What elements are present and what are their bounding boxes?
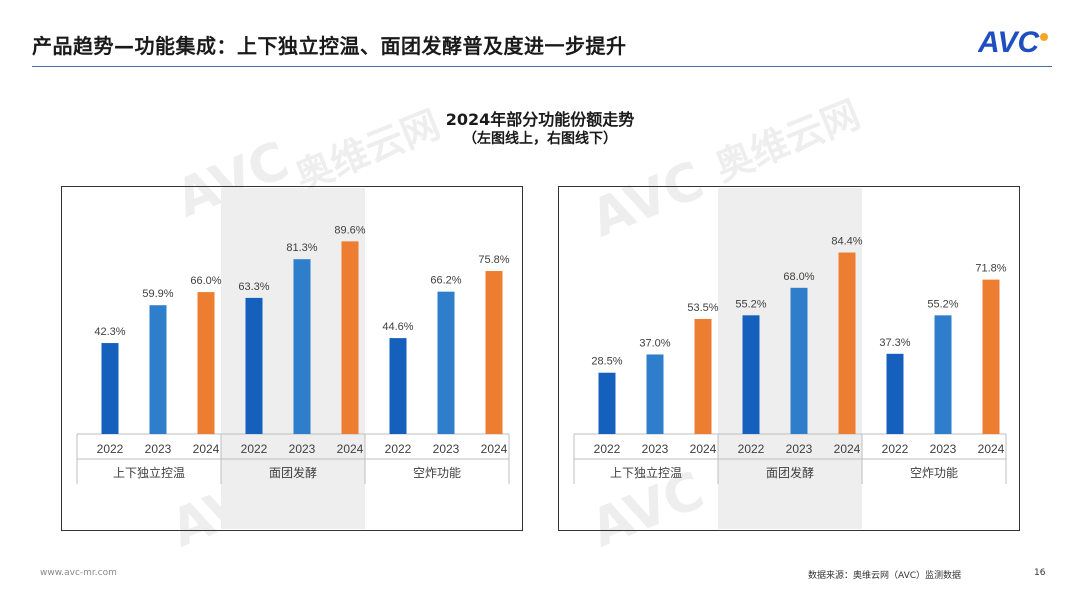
data-label: 37.3% bbox=[879, 337, 910, 349]
x-tick-label: 2022 bbox=[594, 442, 621, 456]
logo-dot bbox=[1040, 33, 1048, 41]
data-label: 55.2% bbox=[927, 298, 958, 310]
data-label: 89.6% bbox=[334, 224, 365, 236]
chart-panel-online: 42.3% 2022 59.9% 2023 66.0% 2024 上下独立控温 63.3% 20… bbox=[61, 186, 523, 531]
x-tick-label: 2023 bbox=[642, 442, 669, 456]
bar bbox=[245, 297, 263, 434]
data-label: 68.0% bbox=[783, 271, 814, 283]
x-tick-label: 2023 bbox=[930, 442, 957, 456]
bar bbox=[886, 353, 904, 434]
x-tick-label: 2024 bbox=[834, 442, 861, 456]
x-tick-label: 2023 bbox=[145, 442, 172, 456]
bar bbox=[101, 343, 119, 434]
x-tick-label: 2022 bbox=[97, 442, 124, 456]
data-label: 84.4% bbox=[831, 236, 862, 248]
chart-title: 2024年部分功能份额走势 bbox=[445, 110, 635, 129]
logo-text: AVC bbox=[978, 26, 1040, 58]
x-tick-label: 2023 bbox=[433, 442, 460, 456]
bar bbox=[694, 318, 712, 434]
highlight-band bbox=[221, 188, 365, 529]
category-label: 面团发酵 bbox=[269, 465, 317, 480]
bar bbox=[293, 259, 311, 434]
bar bbox=[982, 279, 1000, 434]
x-tick-label: 2024 bbox=[690, 442, 717, 456]
data-label: 37.0% bbox=[639, 337, 670, 349]
x-tick-label: 2024 bbox=[978, 442, 1005, 456]
data-label: 81.3% bbox=[286, 242, 317, 254]
bar bbox=[598, 372, 616, 434]
category-label: 上下独立控温 bbox=[113, 465, 185, 480]
x-tick-label: 2024 bbox=[193, 442, 220, 456]
x-tick-label: 2024 bbox=[481, 442, 508, 456]
bar-chart-online: 42.3% 2022 59.9% 2023 66.0% 2024 上下独立控温 63.3% 20… bbox=[76, 188, 510, 529]
data-label: 44.6% bbox=[382, 321, 413, 333]
bar bbox=[389, 338, 407, 434]
data-label: 63.3% bbox=[238, 281, 269, 293]
data-label: 28.5% bbox=[591, 356, 622, 368]
bar bbox=[934, 315, 952, 434]
footer-url: www.avc-mr.com bbox=[40, 568, 117, 578]
data-label: 53.5% bbox=[687, 302, 718, 314]
x-tick-label: 2023 bbox=[289, 442, 316, 456]
bar bbox=[341, 241, 359, 434]
data-label: 71.8% bbox=[975, 263, 1006, 275]
title-divider bbox=[32, 66, 1052, 67]
bar bbox=[437, 291, 455, 434]
category-label: 空炸功能 bbox=[910, 466, 958, 480]
x-tick-label: 2022 bbox=[385, 442, 412, 456]
bar bbox=[149, 305, 167, 434]
category-label: 上下独立控温 bbox=[610, 465, 682, 480]
chart-subtitle: （左图线上，右图线下） bbox=[463, 131, 617, 147]
x-tick-label: 2023 bbox=[786, 442, 813, 456]
x-tick-label: 2022 bbox=[241, 442, 268, 456]
x-tick-label: 2022 bbox=[882, 442, 909, 456]
bar bbox=[485, 271, 503, 434]
bar bbox=[838, 252, 856, 434]
bar bbox=[197, 292, 215, 434]
category-label: 空炸功能 bbox=[413, 466, 461, 480]
data-label: 42.3% bbox=[94, 326, 125, 338]
data-label: 66.2% bbox=[430, 275, 461, 287]
page-number: 16 bbox=[1034, 568, 1046, 578]
bar bbox=[742, 315, 760, 434]
x-tick-label: 2024 bbox=[337, 442, 364, 456]
footer-source: 数据来源：奥维云网（AVC）监测数据 bbox=[808, 571, 962, 581]
data-label: 55.2% bbox=[735, 298, 766, 310]
bar bbox=[646, 354, 664, 434]
data-label: 75.8% bbox=[478, 254, 509, 266]
chart-panel-offline: 28.5% 2022 37.0% 2023 53.5% 2024 上下独立控温 55.2% 20… bbox=[558, 186, 1020, 531]
data-label: 66.0% bbox=[190, 275, 221, 287]
avc-logo: AVC bbox=[978, 26, 1048, 58]
bar-chart-offline: 28.5% 2022 37.0% 2023 53.5% 2024 上下独立控温 55.2% 20… bbox=[573, 188, 1007, 529]
x-tick-label: 2022 bbox=[738, 442, 765, 456]
highlight-band bbox=[718, 188, 862, 529]
data-label: 59.9% bbox=[142, 288, 173, 300]
page-title: 产品趋势—功能集成：上下独立控温、面团发酵普及度进一步提升 bbox=[32, 34, 627, 58]
category-label: 面团发酵 bbox=[766, 465, 814, 480]
bar bbox=[790, 287, 808, 434]
